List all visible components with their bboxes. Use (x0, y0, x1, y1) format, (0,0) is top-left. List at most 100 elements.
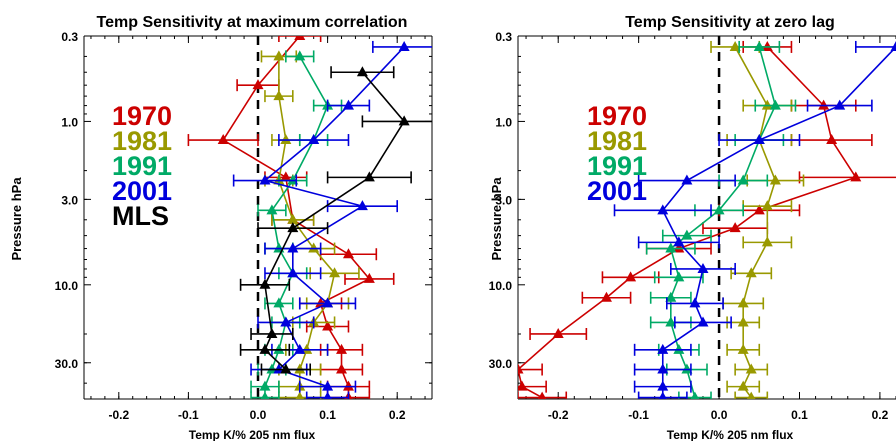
data-point-1970 (753, 204, 765, 215)
data-point-1970 (538, 391, 547, 399)
data-point-1981 (737, 316, 749, 327)
data-point-2001 (308, 134, 320, 145)
data-point-1970 (826, 134, 838, 145)
data-point-1970 (342, 380, 354, 391)
data-point-1981 (301, 343, 313, 354)
data-point-1970 (729, 222, 741, 233)
legend-entry-1991: 1991 (587, 151, 647, 181)
legend-entry-2001: 2001 (587, 176, 647, 206)
y-axis-label: Pressure hPa (489, 177, 504, 261)
data-point-1981 (295, 391, 304, 399)
data-point-1981 (737, 343, 749, 354)
x-tick-label: 0.1 (791, 408, 808, 422)
data-point-1981 (761, 200, 773, 211)
data-point-2001 (356, 200, 368, 211)
data-point-1991 (737, 174, 749, 185)
data-point-2001 (280, 316, 292, 327)
data-point-1981 (729, 40, 741, 51)
legend-entry-1981: 1981 (112, 126, 172, 156)
data-point-MLS (287, 222, 299, 233)
y-axis-label: Pressure hPa (9, 177, 24, 261)
y-tick-label: 10.0 (55, 279, 79, 293)
x-tick-label: -0.2 (108, 408, 129, 422)
legend-entry-MLS: MLS (112, 201, 169, 231)
data-point-1981 (287, 213, 299, 224)
data-point-1970 (280, 171, 292, 182)
data-point-2001 (689, 297, 701, 308)
data-point-1991 (273, 343, 285, 354)
legend-entry-1991: 1991 (112, 151, 172, 181)
data-point-1970 (322, 320, 334, 331)
data-point-1970 (600, 291, 612, 302)
series-line-2001 (661, 46, 896, 398)
series-2001 (613, 40, 896, 399)
x-tick-label: -0.2 (548, 408, 569, 422)
data-point-1991 (260, 391, 270, 399)
data-point-1981 (761, 99, 773, 110)
data-point-2001 (398, 40, 410, 51)
data-point-2001 (342, 99, 354, 110)
y-tick-label: 0.3 (495, 30, 512, 44)
data-point-2001 (323, 391, 332, 399)
y-tick-label: 1.0 (61, 115, 78, 129)
panel-zero-lag: Temp Sensitivity at zero lag Pressure hP… (489, 14, 896, 441)
data-point-1991 (673, 343, 685, 354)
data-point-1991 (665, 291, 677, 302)
data-point-2001 (657, 204, 669, 215)
data-point-2001 (673, 236, 685, 247)
series-line-1991 (264, 56, 329, 398)
data-point-1981 (294, 363, 306, 374)
x-tick-label: 0.2 (872, 408, 889, 422)
data-point-1970 (552, 327, 564, 338)
data-point-1991 (681, 229, 693, 240)
x-axis-label: Temp K/% 205 nm flux (189, 428, 316, 441)
data-point-2001 (657, 363, 669, 374)
y-tick-label: 3.0 (61, 193, 78, 207)
data-point-1991 (665, 242, 677, 253)
data-point-1991 (673, 271, 685, 282)
y-tick-label: 3.0 (495, 193, 512, 207)
y-tick-label: 10.0 (489, 279, 513, 293)
data-point-MLS (266, 327, 278, 338)
data-point-1970 (342, 248, 354, 259)
data-point-1981 (280, 134, 292, 145)
data-point-2001 (890, 40, 896, 51)
data-point-2001 (322, 380, 334, 391)
data-point-2001 (753, 134, 765, 145)
data-point-2001 (697, 316, 709, 327)
data-point-1981 (761, 236, 773, 247)
data-point-1970 (336, 343, 348, 354)
data-point-1991 (753, 40, 765, 51)
data-point-1970 (761, 40, 773, 51)
data-point-2001 (658, 391, 667, 399)
data-point-1970 (294, 36, 306, 40)
data-point-1981 (308, 242, 320, 253)
data-point-MLS (259, 278, 271, 289)
data-point-2001 (273, 363, 285, 374)
y-tick-label: 30.0 (489, 357, 513, 371)
plot-area (518, 40, 896, 399)
data-point-1970 (518, 380, 528, 391)
data-point-2001 (657, 343, 669, 354)
data-point-1970 (217, 134, 229, 145)
x-tick-label: 0.1 (319, 408, 336, 422)
data-point-1991 (690, 391, 700, 399)
data-point-1970 (673, 242, 685, 253)
y-tick-label: 1.0 (495, 115, 512, 129)
x-tick-label: 0.0 (250, 408, 267, 422)
data-point-2001 (322, 297, 334, 308)
data-point-1981 (737, 297, 749, 308)
series-line-1981 (734, 46, 777, 399)
data-point-1991 (713, 204, 725, 215)
data-point-2001 (287, 267, 299, 278)
legend-entry-1981: 1981 (587, 126, 647, 156)
chart-title: Temp Sensitivity at zero lag (625, 14, 835, 31)
data-point-2001 (294, 343, 306, 354)
series-1981 (710, 40, 805, 399)
data-point-MLS (259, 343, 271, 354)
x-tick-label: 0.2 (389, 408, 406, 422)
data-point-1991 (681, 363, 693, 374)
panel-max-correlation: Temp Sensitivity at maximum correlation … (9, 14, 433, 441)
data-point-2001 (834, 99, 846, 110)
